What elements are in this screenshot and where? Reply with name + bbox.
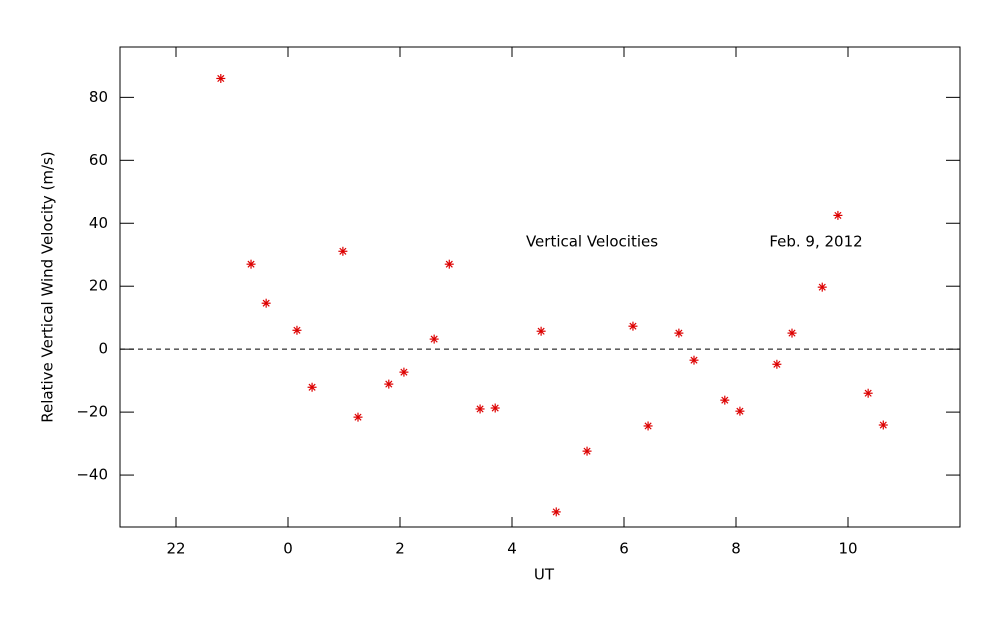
point-stroke	[339, 247, 347, 255]
y-axis-label: Relative Vertical Wind Velocity (m/s)	[39, 151, 57, 422]
point-stroke	[385, 380, 393, 388]
point-stroke	[834, 211, 842, 219]
y-tick-label: 40	[89, 214, 108, 232]
point	[720, 395, 730, 405]
point-stroke	[217, 74, 225, 83]
point-stroke	[818, 283, 826, 291]
point	[307, 382, 317, 392]
point	[429, 334, 439, 344]
point-stroke	[308, 383, 316, 391]
point	[338, 246, 348, 256]
y-tick-label: 80	[89, 88, 108, 106]
annotation: Feb. 9, 2012	[769, 233, 862, 251]
point-stroke	[773, 360, 781, 368]
point-stroke	[583, 447, 591, 455]
point	[475, 404, 485, 414]
point-stroke	[721, 396, 729, 404]
point-stroke	[736, 407, 744, 415]
point-stroke	[675, 329, 683, 337]
x-tick-label: 4	[507, 540, 517, 558]
x-tick-label: 0	[283, 540, 293, 558]
point-stroke	[445, 260, 453, 268]
point-stroke	[629, 322, 637, 330]
point-stroke	[293, 326, 301, 334]
point	[833, 210, 843, 220]
point-stroke	[690, 356, 698, 364]
point	[689, 355, 699, 365]
point-stroke	[262, 299, 270, 307]
point-stroke	[537, 327, 545, 335]
y-tick-label: 0	[98, 340, 108, 358]
point	[735, 406, 745, 416]
point	[674, 328, 684, 338]
x-tick-label: 2	[395, 540, 405, 558]
point-stroke	[247, 260, 255, 268]
y-tick-label: −40	[76, 466, 108, 484]
point	[551, 507, 561, 517]
plot-frame	[119, 46, 961, 528]
point-stroke	[552, 508, 560, 516]
point	[817, 282, 827, 292]
point-stroke	[400, 368, 408, 376]
point	[261, 298, 271, 308]
point	[292, 325, 302, 335]
point	[878, 420, 888, 430]
point	[787, 328, 797, 338]
point	[399, 367, 409, 377]
point-stroke	[491, 404, 499, 412]
annotation: Vertical Velocities	[526, 233, 658, 251]
y-tick-label: 20	[89, 277, 108, 295]
point-stroke	[879, 421, 887, 429]
point-stroke	[788, 329, 796, 337]
point	[643, 421, 653, 431]
point	[582, 446, 592, 456]
x-tick-label: 6	[619, 540, 629, 558]
point-stroke	[644, 422, 652, 430]
x-tick-label: 22	[166, 540, 185, 558]
point	[384, 379, 394, 389]
point-stroke	[476, 405, 484, 413]
point	[353, 412, 363, 422]
point	[863, 388, 873, 398]
point-stroke	[354, 413, 362, 421]
point	[772, 359, 782, 369]
point-stroke	[864, 389, 872, 397]
point	[628, 321, 638, 331]
y-tick-label: −20	[76, 403, 108, 421]
point	[490, 403, 500, 413]
y-tick-label: 60	[89, 151, 108, 169]
point-stroke	[430, 335, 438, 343]
x-axis-label: UT	[534, 566, 555, 584]
x-tick-label: 10	[838, 540, 857, 558]
point	[444, 259, 454, 269]
x-tick-label: 8	[731, 540, 741, 558]
point	[536, 326, 546, 336]
point	[246, 259, 256, 269]
point	[216, 73, 226, 83]
